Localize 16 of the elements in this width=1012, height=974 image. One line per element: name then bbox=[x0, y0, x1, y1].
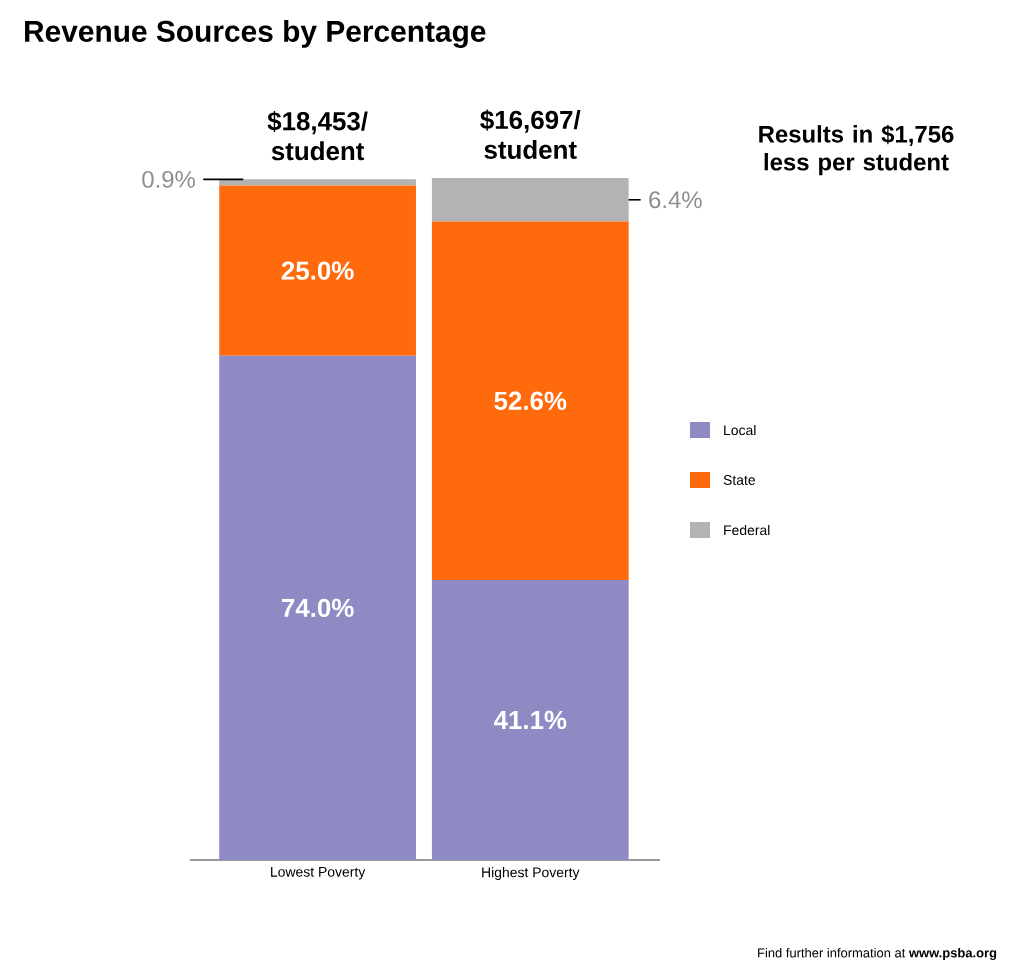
chart-title: Revenue Sources by Percentage bbox=[25, 19, 486, 48]
data-label: 6.4% bbox=[649, 191, 702, 209]
bar bbox=[219, 355, 416, 860]
bar bbox=[219, 185, 416, 356]
data-label: 25.0% bbox=[281, 261, 354, 280]
data-label: 52.6% bbox=[494, 391, 567, 410]
bar bbox=[431, 221, 629, 580]
data-label: 74.0% bbox=[282, 598, 354, 618]
text: Results in $1,756 less per student bbox=[759, 124, 954, 176]
data-label: 41.1% bbox=[493, 710, 567, 730]
text: $16,697/ student bbox=[480, 109, 581, 159]
bar bbox=[431, 177, 629, 222]
text: $18,453/ student bbox=[267, 110, 368, 161]
data-label: 0.9% bbox=[142, 170, 195, 188]
bar bbox=[219, 179, 416, 186]
bar bbox=[431, 579, 629, 860]
